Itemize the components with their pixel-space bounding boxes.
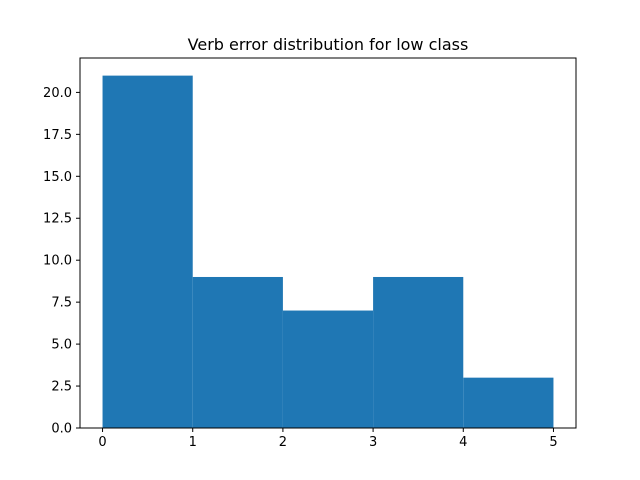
y-tick-label-0: 0.0 (51, 422, 72, 437)
x-tick-label-2: 2 (279, 435, 287, 450)
x-tick-label-5: 5 (549, 435, 557, 450)
x-axis-ticks: 0 1 2 3 4 5 (98, 428, 558, 450)
bars-layer (102, 75, 554, 428)
y-tick-label-7: 17.5 (43, 128, 72, 143)
plot-area-frame (79, 57, 577, 429)
y-tick-label-4: 10.0 (43, 254, 72, 269)
y-tick-label-5: 12.5 (43, 212, 72, 227)
histogram-bar-1 (192, 276, 283, 428)
chart-title: Verb error distribution for low class (188, 35, 469, 54)
y-tick-label-3: 7.5 (51, 296, 72, 311)
x-tick-label-1: 1 (189, 435, 197, 450)
x-tick-label-0: 0 (98, 435, 106, 450)
y-tick-label-8: 20.0 (43, 86, 72, 101)
histogram-bar-2 (282, 310, 374, 428)
histogram-bar-0 (102, 75, 193, 428)
y-tick-label-2: 5.0 (51, 338, 72, 353)
histogram-bar-4 (463, 377, 554, 428)
histogram-bar-3 (373, 276, 464, 428)
x-tick-label-4: 4 (459, 435, 467, 450)
y-axis-ticks: 0.0 2.5 5.0 7.5 10.0 12.5 15.0 17.5 20.0 (43, 86, 80, 437)
y-tick-label-1: 2.5 (51, 380, 72, 395)
y-tick-label-6: 15.0 (43, 170, 72, 185)
x-tick-label-3: 3 (369, 435, 377, 450)
